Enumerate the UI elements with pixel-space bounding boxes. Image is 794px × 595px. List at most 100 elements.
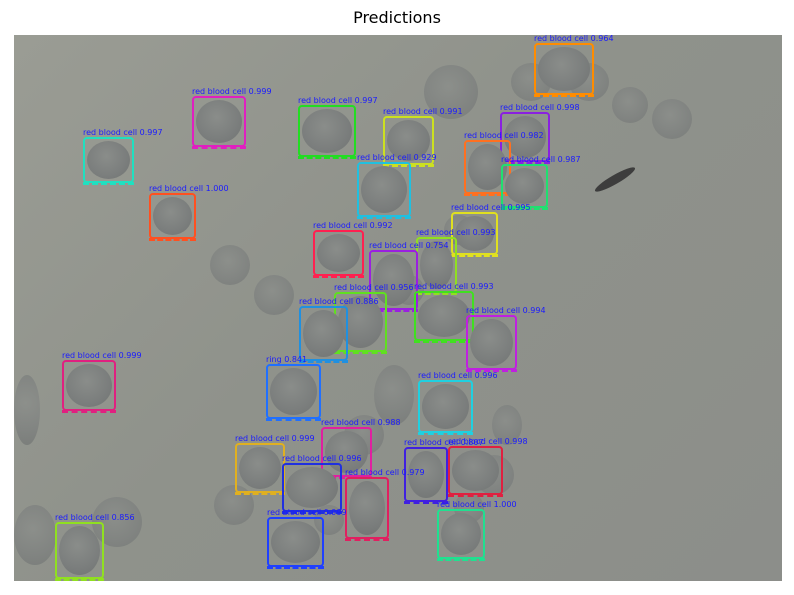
detection-label: red blood cell 0.993 [416, 228, 496, 237]
detection-box [448, 446, 503, 495]
detection-box-dashed-edge [267, 566, 324, 569]
detection-box [55, 522, 104, 579]
detection-label: red blood cell 0.992 [313, 221, 393, 230]
blood-cell [424, 65, 478, 119]
detection-label: red blood cell 0.997 [298, 96, 378, 105]
detection-box [534, 43, 594, 95]
detection-box [298, 105, 356, 157]
detection-box [414, 291, 474, 341]
detection-box-dashed-edge [357, 216, 411, 219]
detected-cell [196, 100, 242, 143]
detection-box-dashed-edge [466, 369, 517, 372]
detection-box-dashed-edge [416, 292, 457, 295]
detection-label: red blood cell 0.995 [451, 203, 531, 212]
detection-box [437, 509, 485, 559]
detected-cell [338, 296, 383, 348]
detection-box [418, 380, 473, 433]
detected-cell [303, 310, 344, 357]
detection-label: red blood cell 0.987 [501, 155, 581, 164]
detection-box-dashed-edge [235, 492, 285, 495]
detected-cell [270, 368, 317, 415]
detected-cell [349, 481, 385, 535]
detection-box-dashed-edge [404, 501, 448, 504]
detection-label: red blood cell 0.754 [369, 241, 449, 250]
detection-box [266, 364, 321, 419]
detection-box-dashed-edge [345, 538, 389, 541]
detected-cell [87, 141, 130, 179]
detection-label: red blood cell 0.996 [282, 454, 362, 463]
detection-label: red blood cell 0.997 [83, 128, 163, 137]
detection-label: red blood cell 0.994 [466, 306, 546, 315]
blood-cell [254, 275, 294, 315]
detection-box-dashed-edge [501, 207, 548, 210]
blood-cell [14, 505, 56, 565]
detection-box-dashed-edge [414, 340, 474, 343]
detected-cell [441, 513, 481, 555]
blood-cell [492, 405, 522, 445]
detection-box [282, 463, 342, 512]
detection-box-dashed-edge [83, 182, 134, 185]
detection-box [235, 443, 285, 493]
debris-blob [592, 164, 638, 195]
detection-box [345, 477, 389, 539]
detection-box-dashed-edge [500, 161, 550, 164]
detected-cell [420, 241, 453, 289]
detection-label: red blood cell 0.998 [448, 437, 528, 446]
detection-label: red blood cell 0.998 [500, 103, 580, 112]
detected-cell [452, 450, 499, 491]
detected-cell [153, 197, 192, 235]
detection-label: ring 0.841 [266, 355, 308, 364]
detection-label: red blood cell 0.999 [62, 351, 142, 360]
detection-label: red blood cell 0.999 [235, 434, 315, 443]
figure-title: Predictions [353, 8, 441, 27]
detection-box [299, 306, 348, 361]
detection-box [83, 137, 134, 183]
detection-label: red blood cell 0.929 [357, 153, 437, 162]
detection-box-dashed-edge [192, 146, 246, 149]
detection-box-dashed-edge [282, 511, 342, 514]
detection-box-dashed-edge [534, 94, 594, 97]
detected-cell [302, 109, 352, 153]
detection-box-dashed-edge [266, 418, 321, 421]
detected-cell [505, 168, 544, 204]
detection-box-dashed-edge [448, 494, 503, 497]
detection-label: red blood cell 0.982 [464, 131, 544, 140]
blood-cell [210, 245, 250, 285]
detection-box [357, 162, 411, 217]
detection-label: red blood cell 0.991 [383, 107, 463, 116]
detection-label: red blood cell 0.979 [345, 468, 425, 477]
detected-cell [373, 254, 414, 306]
detection-box-dashed-edge [55, 578, 104, 581]
detection-box [192, 96, 246, 147]
detection-label: red blood cell 0.886 [299, 297, 379, 306]
detection-label: red blood cell 0.993 [414, 282, 494, 291]
detected-cell [271, 521, 320, 563]
detection-box [313, 230, 364, 276]
detected-cell [470, 319, 513, 366]
detection-box-dashed-edge [299, 360, 348, 363]
detected-cell [418, 295, 470, 337]
detection-box [466, 315, 517, 370]
blood-cell [14, 375, 40, 445]
detection-box-dashed-edge [334, 351, 387, 354]
detection-label: red blood cell 0.996 [418, 371, 498, 380]
detection-label: red blood cell 0.999 [192, 87, 272, 96]
detected-cell [325, 431, 368, 473]
detected-cell [504, 116, 546, 158]
detected-cell [455, 216, 494, 251]
detected-cell [361, 166, 407, 213]
detection-box [267, 517, 324, 567]
detection-label: red blood cell 0.999 [267, 508, 347, 517]
detection-box-dashed-edge [298, 156, 356, 159]
detection-label: red blood cell 1.000 [149, 184, 229, 193]
blood-cell [612, 87, 648, 123]
detected-cell [408, 451, 444, 498]
detection-box-dashed-edge [464, 193, 511, 196]
detection-box [62, 360, 116, 411]
detected-cell [66, 364, 112, 407]
detected-cell [239, 447, 281, 489]
blood-cell [374, 365, 414, 425]
detected-cell [538, 47, 590, 91]
detection-label: red blood cell 0.807 [404, 438, 484, 447]
detection-box-dashed-edge [451, 254, 498, 257]
